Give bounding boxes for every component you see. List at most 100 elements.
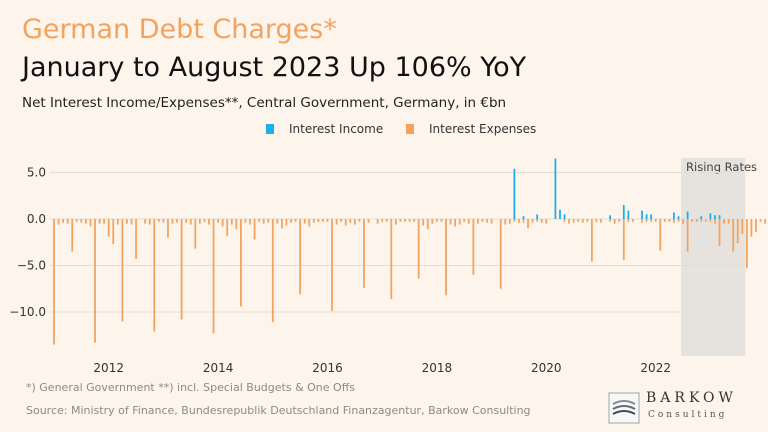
expense-bar <box>727 219 730 224</box>
chart-headline: January to August 2023 Up 106% YoY <box>22 52 527 83</box>
expense-bar <box>258 219 261 222</box>
expense-bar <box>116 219 119 225</box>
income-bar <box>522 216 525 219</box>
expense-bar <box>654 219 657 222</box>
expense-bar <box>417 219 420 279</box>
income-bar <box>559 209 561 219</box>
expense-bar <box>422 219 425 226</box>
expense-bar <box>595 219 598 222</box>
expense-bar <box>112 219 115 245</box>
expense-bar <box>239 219 242 307</box>
expense-bar <box>641 219 643 223</box>
expense-bar <box>436 219 438 222</box>
income-bar <box>513 168 516 219</box>
source-note: Source: Ministry of Finance, Bundesrepub… <box>26 404 531 417</box>
y-tick-label: 5.0 <box>27 166 46 180</box>
expense-bar <box>98 219 101 224</box>
chart-title: German Debt Charges* <box>22 14 337 45</box>
expense-bar <box>107 219 110 237</box>
expense-bar <box>317 219 320 222</box>
expense-bar <box>609 219 612 222</box>
expense-bar <box>499 219 502 289</box>
expense-bar <box>349 219 352 223</box>
expense-bar <box>714 219 716 224</box>
expense-bar <box>704 219 707 222</box>
y-tick-label: −5.0 <box>17 259 46 273</box>
expense-bar <box>445 219 447 296</box>
legend-swatch-expenses <box>406 124 414 134</box>
expense-bar <box>203 219 206 222</box>
expense-bar <box>126 219 128 224</box>
expense-bar <box>741 219 744 234</box>
expense-bar <box>290 219 292 223</box>
expense-bar <box>367 219 370 223</box>
footnote: *) General Government **) incl. Special … <box>26 381 356 394</box>
expense-bar <box>121 219 124 322</box>
expense-bar <box>66 219 69 224</box>
expense-bar <box>326 219 329 222</box>
expense-bar <box>208 219 210 225</box>
expense-bar <box>198 219 201 224</box>
expense-bar <box>299 219 302 295</box>
expense-bar <box>518 219 520 223</box>
expense-bar <box>221 219 224 227</box>
expense-bar <box>490 219 493 224</box>
expense-bar <box>144 219 147 224</box>
expense-bar <box>353 219 356 225</box>
expense-bar <box>590 219 593 262</box>
x-tick-label: 2020 <box>531 361 562 375</box>
expense-bar <box>344 219 347 226</box>
logo-sub: Consulting <box>648 410 728 420</box>
expense-bar <box>463 219 466 222</box>
expense-bar <box>700 219 703 222</box>
expense-bar <box>764 219 766 224</box>
expense-bar <box>322 219 324 222</box>
legend-label-expenses: Interest Expenses <box>429 122 537 136</box>
chart-subtitle: Net Interest Income/Expenses**, Central … <box>22 95 507 111</box>
expense-bar <box>413 219 416 222</box>
expense-bar <box>627 219 630 222</box>
expense-bar <box>390 219 393 299</box>
expense-bar <box>180 219 183 320</box>
income-bar <box>714 215 716 219</box>
legend-item-expenses: Interest Expenses <box>406 122 536 136</box>
expense-bar <box>171 219 174 224</box>
income-bar <box>673 212 675 219</box>
expense-bar <box>449 219 452 225</box>
logo-emblem-icon <box>608 392 640 424</box>
income-bar <box>563 214 566 219</box>
expense-bar <box>750 219 753 237</box>
expense-bar <box>85 219 87 224</box>
expense-bar <box>618 219 621 222</box>
expense-bar <box>695 219 698 222</box>
expense-bar <box>244 219 247 223</box>
expense-bar <box>568 219 570 224</box>
expense-bar <box>659 219 662 251</box>
x-tick-label: 2016 <box>312 361 343 375</box>
income-bar <box>709 213 712 219</box>
expense-bar <box>167 219 169 238</box>
expense-bar <box>75 219 78 222</box>
expense-bar <box>235 219 238 230</box>
expense-bar <box>308 219 311 227</box>
expense-bar <box>157 219 160 222</box>
expense-bar <box>135 219 137 259</box>
expense-bar <box>723 219 725 224</box>
expense-bar <box>103 219 106 224</box>
expense-bar <box>586 219 589 222</box>
expense-bar <box>217 219 219 223</box>
expense-bar <box>563 219 566 222</box>
expense-bar <box>130 219 133 225</box>
income-bar <box>554 158 557 219</box>
expense-bar <box>481 219 484 222</box>
income-bar <box>718 215 721 219</box>
expense-bar <box>613 219 616 224</box>
expense-bar <box>271 219 274 323</box>
expense-bar <box>458 219 461 225</box>
income-bar <box>686 211 689 219</box>
income-bar <box>627 210 630 219</box>
expense-bar <box>176 219 178 223</box>
expense-bar <box>212 219 215 334</box>
income-bar <box>609 215 612 219</box>
